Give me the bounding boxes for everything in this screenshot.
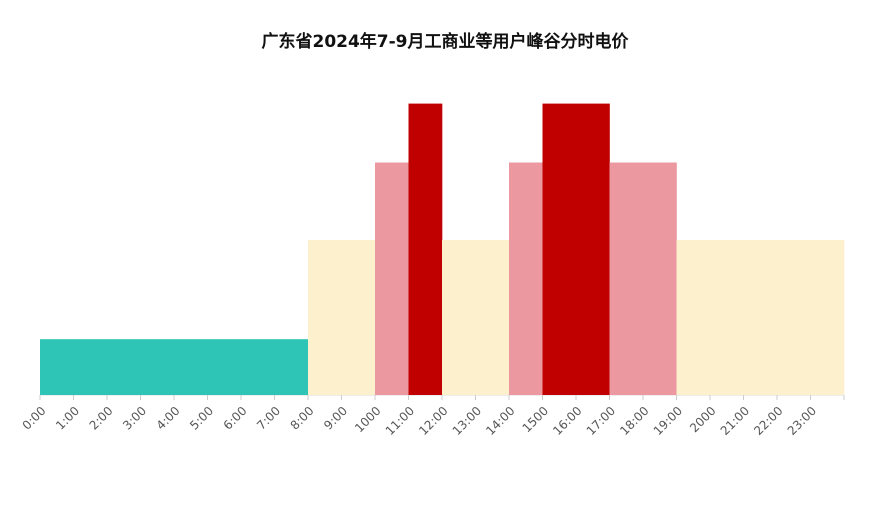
x-tick-label: 13:00 <box>450 404 484 438</box>
bar <box>509 162 543 395</box>
bar <box>676 240 711 395</box>
bar <box>643 162 677 395</box>
x-tick-label: 4:00 <box>154 404 183 433</box>
bar <box>375 162 409 395</box>
bar <box>408 103 443 395</box>
x-tick-label: 9:00 <box>321 404 350 433</box>
bar <box>777 240 811 395</box>
x-tick-label: 5:00 <box>187 404 216 433</box>
x-tick-label: 18:00 <box>617 404 651 438</box>
x-tick-label: 1000 <box>352 404 383 435</box>
bar <box>442 240 476 395</box>
x-tick-label: 2:00 <box>87 404 116 433</box>
x-tick-label: 22:00 <box>751 404 785 438</box>
x-tick-label: 12:00 <box>416 404 450 438</box>
x-tick-label: 14:00 <box>483 404 517 438</box>
bar <box>174 339 208 395</box>
x-tick-label: 0:00 <box>20 404 49 433</box>
x-tick-label: 7:00 <box>254 404 283 433</box>
x-tick-label: 3:00 <box>120 404 149 433</box>
x-tick-label: 8:00 <box>288 404 317 433</box>
bar <box>609 162 644 395</box>
bar <box>140 339 175 395</box>
x-tick-label: 23:00 <box>785 404 819 438</box>
bar <box>341 240 376 395</box>
chart-title: 广东省2024年7-9月工商业等用户峰谷分时电价 <box>261 31 629 52</box>
x-tick-label: 6:00 <box>221 404 250 433</box>
bar <box>241 339 275 395</box>
bar <box>743 240 778 395</box>
x-tick-label: 2000 <box>687 404 718 435</box>
bar <box>710 240 744 395</box>
bar <box>576 103 610 395</box>
x-tick-label: 19:00 <box>651 404 685 438</box>
bar <box>107 339 141 395</box>
x-tick-label: 1500 <box>520 404 551 435</box>
bar <box>475 240 510 395</box>
bar <box>308 240 342 395</box>
x-tick-label: 21:00 <box>718 404 752 438</box>
x-tick-label: 17:00 <box>584 404 618 438</box>
bar <box>810 240 845 395</box>
bar <box>207 339 242 395</box>
bar <box>274 339 309 395</box>
x-tick-label: 1:00 <box>53 404 82 433</box>
x-tick-label: 16:00 <box>550 404 584 438</box>
x-tick-label: 11:00 <box>383 404 417 438</box>
bar <box>542 103 577 395</box>
bar <box>73 339 108 395</box>
bar <box>40 339 74 395</box>
